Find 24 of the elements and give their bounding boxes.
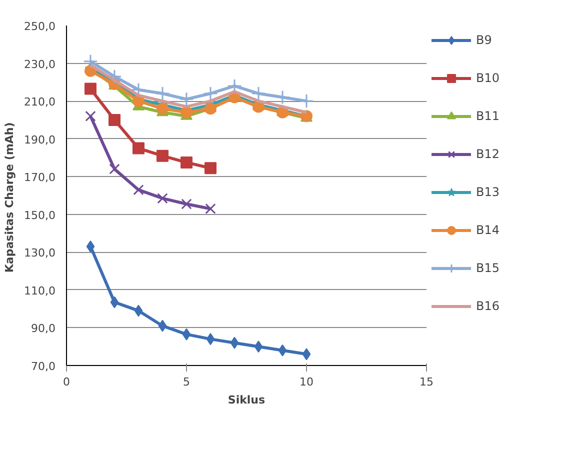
legend-label: B14 xyxy=(476,223,500,237)
legend-label: B15 xyxy=(476,261,500,275)
x-tick-label: 15 xyxy=(420,376,434,388)
legend-label: B16 xyxy=(476,299,500,313)
x-tick-label: 5 xyxy=(183,376,190,388)
y-tick-label: 210,0 xyxy=(24,96,56,109)
y-tick-label: 90,0 xyxy=(31,322,56,336)
y-tick-label: 130,0 xyxy=(24,246,56,260)
legend-label: B10 xyxy=(476,71,500,85)
y-tick-label: 150,0 xyxy=(24,208,56,222)
legend-label: B12 xyxy=(476,147,500,161)
x-tick-label: 10 xyxy=(300,376,314,388)
y-tick-label: 230,0 xyxy=(24,58,56,71)
x-tick-label: 0 xyxy=(63,376,70,388)
x-axis-title: Siklus xyxy=(228,394,266,406)
legend-label: B13 xyxy=(476,185,500,199)
y-tick-label: 70,0 xyxy=(31,360,56,373)
legend-label: B9 xyxy=(476,33,493,47)
y-tick-label: 170,0 xyxy=(24,171,56,184)
y-tick-label: 190,0 xyxy=(24,133,56,146)
y-tick-label: 110,0 xyxy=(24,284,56,298)
legend-label: B11 xyxy=(476,109,500,123)
y-axis-title: Kapasitas Charge (mAh) xyxy=(3,122,16,273)
y-tick-label: 250,0 xyxy=(24,20,56,33)
